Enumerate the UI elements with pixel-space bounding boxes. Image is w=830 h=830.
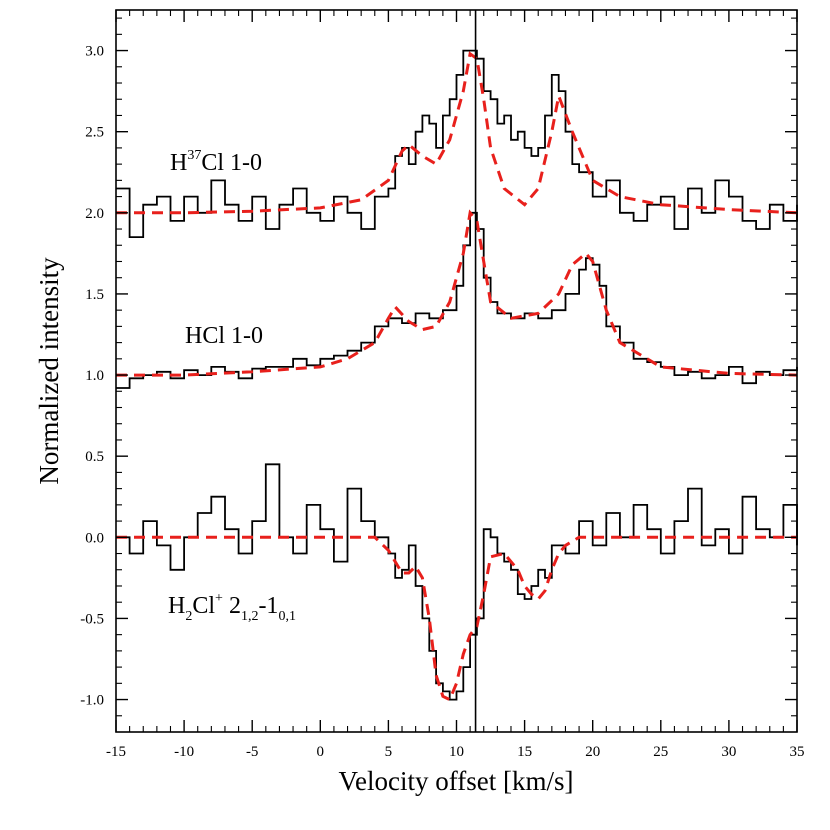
y-tick-label: 0.5: [85, 449, 104, 465]
x-tick-label: 35: [790, 744, 805, 760]
x-tick-label: 10: [449, 744, 464, 760]
y-tick-label: 3.0: [85, 44, 104, 60]
label-h2clp-sup: +: [215, 591, 223, 606]
x-tick-label: 5: [385, 744, 393, 760]
x-tick-label: 15: [517, 744, 532, 760]
series-4-observed-line: [116, 463, 798, 701]
x-tick-label: -15: [106, 744, 126, 760]
x-tick-label: 0: [317, 744, 325, 760]
label-h2clp-rest: 2: [223, 593, 241, 619]
label-h2clp-sub2: 1,2: [241, 609, 259, 624]
label-h2clp-dash: -1: [258, 593, 278, 619]
y-tick-label: 1.5: [85, 287, 104, 303]
series-0-observed-line: [116, 49, 798, 238]
label-h2clp: H2Cl+ 21,2-10,1: [168, 591, 296, 624]
label-h37cl-sup: 37: [187, 148, 201, 163]
x-axis-title: Velocity offset [km/s]: [339, 766, 574, 796]
label-h2clp-sub: 2: [185, 609, 192, 624]
label-h2clp-mid: Cl: [192, 593, 215, 619]
series-2-observed-line: [116, 211, 798, 389]
label-h2clp-base: H: [168, 593, 185, 619]
label-hcl: HCl 1-0: [185, 323, 263, 349]
y-tick-label: 0.0: [85, 530, 104, 546]
x-tick-label: 20: [585, 744, 600, 760]
series-1-model-line: [116, 51, 798, 215]
y-tick-label: 2.5: [85, 125, 104, 141]
label-h2clp-sub3: 0,1: [278, 609, 296, 624]
y-tick-label: -0.5: [80, 611, 104, 627]
x-tick-labels: -15 -10 -5 0 5 10 15 20 25 30 35: [106, 744, 805, 760]
x-tick-label: -5: [246, 744, 259, 760]
label-h37cl-rest: Cl 1-0: [201, 150, 262, 176]
y-axis-title: Normalized intensity: [34, 257, 64, 485]
series-5-model-line: [116, 535, 797, 702]
label-h37cl-base: H: [170, 150, 187, 176]
y-tick-label: -1.0: [80, 693, 104, 709]
series-layer: [116, 49, 798, 702]
y-tick-labels: -1.0 -0.5 0.0 0.5 1.0 1.5 2.0 2.5 3.0: [80, 44, 104, 709]
x-tick-label: -10: [174, 744, 194, 760]
y-tick-label: 2.0: [85, 206, 104, 222]
x-tick-label: 25: [653, 744, 668, 760]
label-h37cl: H37Cl 1-0: [170, 148, 262, 176]
x-tick-label: 30: [721, 744, 736, 760]
ticks-layer: [115, 10, 798, 732]
y-tick-label: 1.0: [85, 368, 104, 384]
